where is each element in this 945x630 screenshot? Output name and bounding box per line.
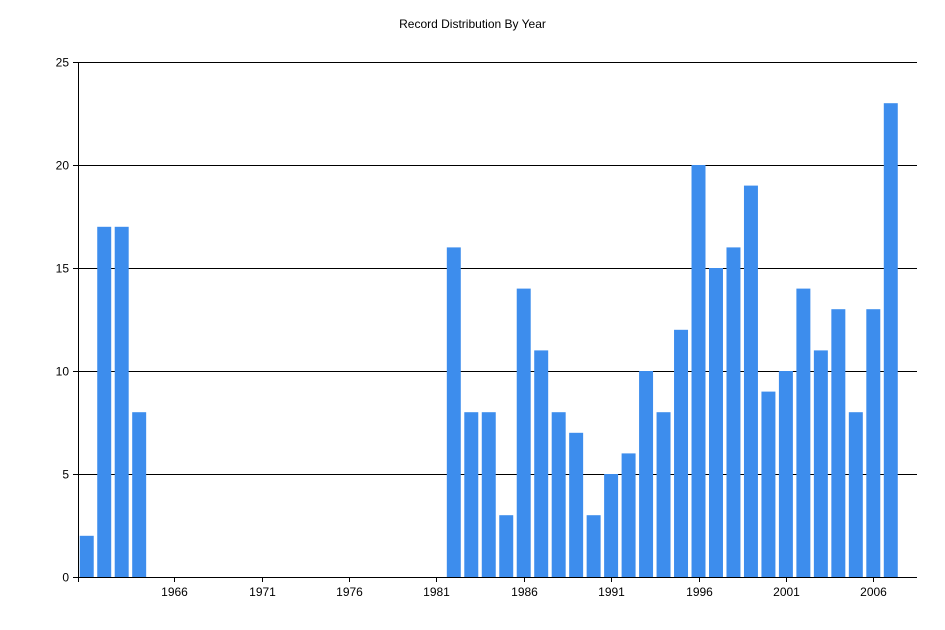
y-tick-label-0: 0 <box>62 571 69 585</box>
bar-1962 <box>97 226 112 578</box>
bar-2000 <box>761 391 776 577</box>
chart-title: Record Distribution By Year <box>399 17 546 31</box>
y-tick-label-15: 15 <box>56 262 70 276</box>
bar-1961 <box>79 535 94 577</box>
bar-2004 <box>831 309 846 577</box>
bar-1985 <box>499 515 514 577</box>
x-tick-label-2006: 2006 <box>860 585 887 599</box>
bar-1987 <box>534 350 549 577</box>
bar-2003 <box>813 350 828 577</box>
x-tick-label-1996: 1996 <box>686 585 713 599</box>
y-tick-label-25: 25 <box>56 56 70 70</box>
x-tick-labels: 1966 1971 1976 1981 1986 1991 1996 2001 2006 <box>161 585 887 599</box>
bar-1995 <box>674 329 689 577</box>
x-tick-label-1971: 1971 <box>249 585 276 599</box>
bar-1996 <box>691 165 706 577</box>
y-tick-labels: 0 5 10 15 20 25 <box>56 56 70 585</box>
x-tick-label-1966: 1966 <box>161 585 188 599</box>
bar-1963 <box>114 226 129 578</box>
y-tick-label-10: 10 <box>56 365 70 379</box>
bar-2001 <box>778 371 793 577</box>
bar-2007 <box>883 103 898 577</box>
bar-1989 <box>569 432 584 577</box>
bar-1990 <box>586 515 601 577</box>
bar-2006 <box>866 309 881 577</box>
bar-1992 <box>621 453 636 577</box>
bar-1991 <box>604 474 619 577</box>
x-tick-label-1986: 1986 <box>511 585 538 599</box>
bar-1964 <box>132 412 147 577</box>
bar-1984 <box>481 412 496 577</box>
bar-1998 <box>726 247 741 577</box>
x-tick-label-1991: 1991 <box>598 585 625 599</box>
y-tick-label-5: 5 <box>62 468 69 482</box>
x-tick-label-1976: 1976 <box>336 585 363 599</box>
bar-1994 <box>656 412 671 577</box>
x-tick-label-1981: 1981 <box>423 585 450 599</box>
axes <box>73 62 917 582</box>
y-tick-label-20: 20 <box>56 159 70 173</box>
bar-2005 <box>848 412 863 577</box>
bar-1986 <box>516 288 531 577</box>
bars <box>79 103 898 578</box>
bar-1982 <box>446 247 461 577</box>
bar-1997 <box>709 268 723 577</box>
bar-1983 <box>464 412 479 577</box>
bar-2002 <box>796 288 811 577</box>
bar-1988 <box>551 412 566 577</box>
bar-1999 <box>743 185 758 577</box>
bar-1993 <box>639 371 654 577</box>
x-tick-label-2001: 2001 <box>773 585 800 599</box>
grid-lines <box>78 62 917 475</box>
